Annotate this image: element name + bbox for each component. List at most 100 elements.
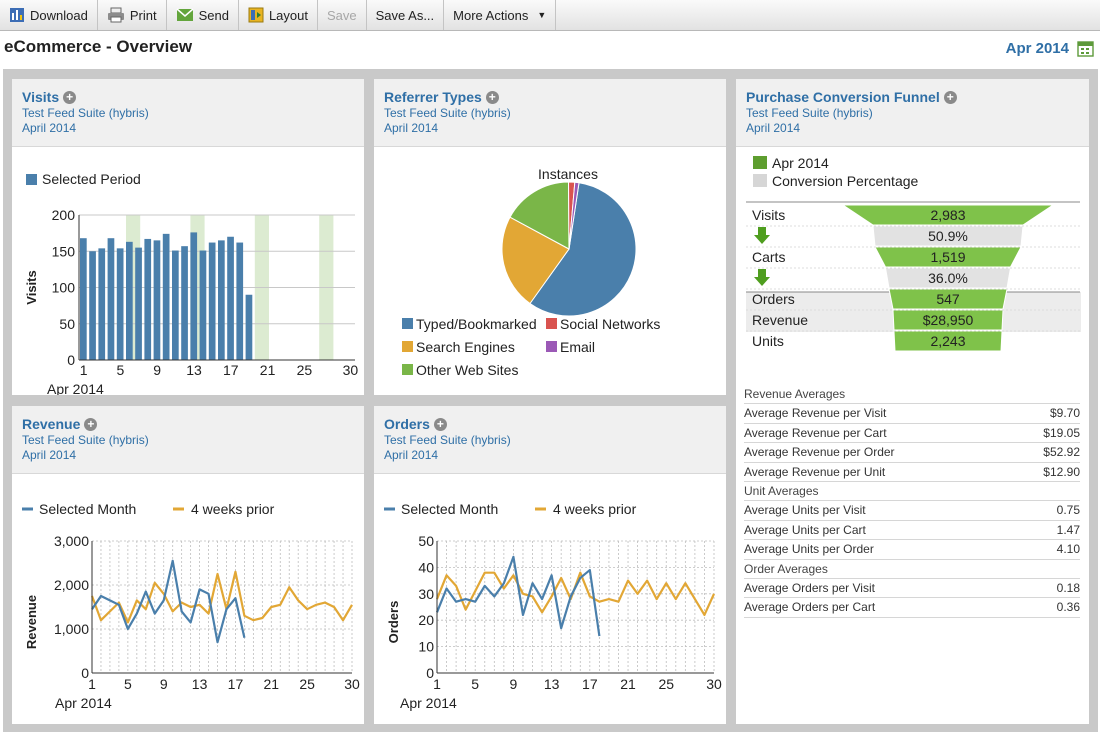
printer-icon [107,7,124,23]
averages-value: $52.92 [1043,445,1080,460]
y-tick-label: 0 [426,665,434,681]
x-tick-label: 25 [299,676,315,692]
more-actions-dropdown[interactable]: More Actions ▼ [444,0,557,30]
send-button[interactable]: Send [167,0,239,30]
pie-slice [529,182,637,317]
y-tick-label: 50 [59,316,75,332]
y-tick-label: 2,000 [54,577,89,593]
funnel-period: April 2014 [746,121,801,135]
averages-row: Average Orders per Visit 0.18 [744,579,1080,599]
averages-label: Average Revenue per Cart [744,425,887,440]
bar [98,248,106,360]
x-tick-label: 30 [344,676,360,692]
funnel-panel: Purchase Conversion Funnel + Test Feed S… [736,79,1089,724]
y-tick-label: 30 [418,586,434,602]
funnel-value: 547 [936,291,960,307]
more-actions-label: More Actions [453,7,529,23]
caret-down-icon: ▼ [537,10,547,20]
envelope-icon [176,8,194,21]
funnel-stage-label: Units [752,333,784,349]
y-tick-label: 150 [52,243,76,259]
add-icon[interactable]: + [485,90,499,104]
y-tick-label: 20 [418,612,434,628]
orders-panel-header: Orders + Test Feed Suite (hybris) April … [374,406,726,474]
x-tick-label: 21 [260,362,276,378]
funnel-segment [874,246,1022,268]
averages-section-header: Order Averages [744,560,1080,579]
x-tick-label: 25 [658,676,674,692]
bar [135,247,142,360]
download-icon [10,8,24,22]
legend-swatch-apr [753,156,767,169]
bar [236,242,244,360]
averages-value: 0.18 [1056,580,1080,595]
y-axis-label: Orders [386,601,401,644]
legend-swatch [546,341,557,352]
bar [181,246,188,360]
averages-section-header: Unit Averages [744,482,1080,502]
bar [80,238,87,360]
visits-title[interactable]: Visits [22,89,60,105]
averages-label: Average Revenue per Order [744,445,895,460]
bar [227,236,234,360]
x-tick-label: 13 [544,676,560,692]
visits-panel: Visits + Test Feed Suite (hybris) April … [12,79,364,395]
save-button[interactable]: Save [318,0,367,30]
x-tick-label: 1 [80,362,88,378]
add-icon[interactable]: + [943,90,957,104]
send-label: Send [198,7,229,23]
referrer-suite: Test Feed Suite (hybris) [384,106,511,120]
y-tick-label: 1,000 [54,621,89,637]
date-picker[interactable]: Apr 2014 [1006,40,1094,57]
averages-value: 4.10 [1056,542,1080,557]
x-tick-label: 5 [124,676,132,692]
averages-value: 0.75 [1056,503,1080,518]
x-tick-label: 13 [186,362,202,378]
bar [218,240,225,360]
averages-row: Average Revenue per Unit $12.90 [744,463,1080,482]
averages-label: Unit Averages [744,483,819,498]
save-as-button[interactable]: Save As... [367,0,445,30]
funnel-value: 2,983 [930,207,965,223]
layout-icon [248,7,264,23]
funnel-stage-label: Carts [752,249,785,265]
dashboard: Visits + Test Feed Suite (hybris) April … [3,69,1098,732]
print-button[interactable]: Print [98,0,167,30]
legend-label: Selected Month [401,501,498,517]
averages-label: Revenue Averages [744,387,846,401]
date-range-label: Apr 2014 [1005,40,1069,57]
averages-row: Average Units per Visit 0.75 [744,501,1080,521]
referrer-period: April 2014 [384,121,439,135]
funnel-title[interactable]: Purchase Conversion Funnel [746,89,940,105]
funnel-value: $28,950 [923,312,974,328]
x-axis-label: Apr 2014 [55,695,112,711]
x-tick-label: 21 [264,676,280,692]
download-label: Download [30,7,88,23]
orders-chart: Selected Month 4 weeks prior 0 10 20 30 40 50 1 5… [384,501,722,711]
add-icon[interactable]: + [84,417,98,431]
legend-label: 4 weeks prior [191,501,275,517]
bar [245,294,253,360]
bar [172,250,179,360]
add-icon[interactable]: + [63,90,77,104]
funnel-value: 36.0% [928,270,968,286]
averages-value: $12.90 [1043,464,1080,479]
revenue-title[interactable]: Revenue [22,416,81,432]
legend-label: Search Engines [416,339,515,355]
add-icon[interactable]: + [433,417,447,431]
x-axis-label: Apr 2014 [400,695,457,711]
referrer-title[interactable]: Referrer Types [384,89,482,105]
orders-title[interactable]: Orders [384,416,430,432]
x-tick-label: 13 [192,676,208,692]
funnel-value: 2,243 [930,333,965,349]
legend-label: Apr 2014 [772,155,829,171]
layout-button[interactable]: Layout [239,0,318,30]
bar [144,238,152,360]
layout-label: Layout [268,7,308,23]
download-button[interactable]: Download [0,0,98,30]
x-tick-label: 17 [228,676,244,692]
y-tick-label: 100 [52,280,76,296]
y-tick-label: 200 [52,207,76,223]
averages-table: Revenue Averages Average Revenue per Visi… [744,385,1080,618]
y-tick-label: 10 [418,639,434,655]
